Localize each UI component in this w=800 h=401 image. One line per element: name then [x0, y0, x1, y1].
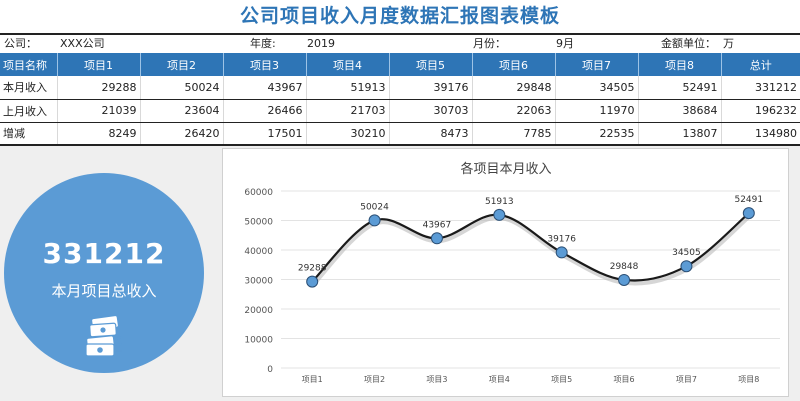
table-cell[interactable]: 26466 [222, 99, 306, 123]
table-cell[interactable]: 39176 [388, 76, 472, 100]
table-cell[interactable]: 29288 [56, 76, 140, 100]
col-header-project-2: 项目2 [139, 53, 223, 76]
data-point [306, 275, 319, 288]
col-header-name: 项目名称 [0, 53, 57, 76]
col-header-project-5: 项目5 [388, 53, 472, 76]
table-row-change: 增减 8249 26420 17501 30210 8473 7785 2253… [0, 122, 800, 146]
revenue-chart: 各项目本月收入 0 10000 20000 30000 40000 50000 60000 项目… [222, 148, 789, 397]
table-row-last-month: 上月收入 21039 23604 26466 21703 30703 22063… [0, 99, 800, 123]
col-header-project-6: 项目6 [471, 53, 555, 76]
table-cell[interactable]: 38684 [637, 99, 721, 123]
data-point [430, 232, 443, 245]
unit-label: 金额单位： [661, 37, 716, 50]
y-tick-label: 10000 [244, 336, 273, 346]
col-header-project-3: 项目3 [222, 53, 306, 76]
unit-value[interactable]: 万 [723, 37, 734, 50]
total-revenue-value: 331212 [42, 237, 166, 270]
col-header-project-7: 项目7 [554, 53, 638, 76]
table-cell[interactable]: 17501 [222, 122, 306, 146]
data-label: 50024 [360, 202, 389, 212]
table-cell[interactable]: 30210 [305, 122, 389, 146]
row-label: 上月收入 [0, 99, 57, 123]
table-cell[interactable]: 43967 [222, 76, 306, 100]
table-cell-total[interactable]: 196232 [720, 99, 800, 123]
table-cell[interactable]: 21039 [56, 99, 140, 123]
data-point [368, 214, 381, 227]
table-cell[interactable]: 50024 [139, 76, 223, 100]
row-label: 增减 [0, 122, 57, 146]
table-cell[interactable]: 11970 [554, 99, 638, 123]
y-tick-label: 0 [267, 365, 273, 375]
data-point [493, 208, 506, 221]
data-label: 34505 [672, 248, 701, 258]
y-tick-label: 30000 [244, 277, 273, 287]
data-point [618, 273, 631, 286]
company-value[interactable]: XXX公司 [60, 37, 105, 50]
x-tick-label: 项目1 [302, 375, 323, 384]
table-header-row: 项目名称 项目1 项目2 项目3 项目4 项目5 项目6 项目7 项目8 总计 [0, 53, 800, 76]
x-tick-label: 项目2 [364, 375, 385, 384]
company-label: 公司： [4, 37, 37, 50]
col-header-total: 总计 [720, 53, 800, 76]
table-cell[interactable]: 8249 [56, 122, 140, 146]
col-header-project-8: 项目8 [637, 53, 721, 76]
table-cell-total[interactable]: 134980 [720, 122, 800, 146]
table-cell[interactable]: 52491 [637, 76, 721, 100]
x-tick-label: 项目5 [551, 375, 572, 384]
x-tick-label: 项目3 [426, 375, 447, 384]
data-point [555, 246, 568, 259]
total-revenue-label: 本月项目总收入 [51, 282, 157, 300]
y-tick-label: 50000 [244, 218, 273, 228]
total-revenue-circle: 331212 本月项目总收入 [4, 173, 204, 373]
table-cell[interactable]: 13807 [637, 122, 721, 146]
month-label: 月份： [473, 37, 506, 50]
table-cell[interactable]: 51913 [305, 76, 389, 100]
table-cell[interactable]: 30703 [388, 99, 472, 123]
x-tick-label: 项目6 [614, 375, 635, 384]
dashboard-panel: 331212 本月项目总收入 各项目本月收入 0 10000 20000 30000 40… [0, 146, 800, 401]
data-label: 29848 [610, 262, 639, 272]
x-tick-label: 项目7 [676, 375, 697, 384]
table-cell[interactable]: 29848 [471, 76, 555, 100]
data-label: 39176 [547, 234, 576, 244]
table-cell-total[interactable]: 331212 [720, 76, 800, 100]
col-header-project-4: 项目4 [305, 53, 389, 76]
table-row-current-month: 本月收入 29288 50024 43967 51913 39176 29848… [0, 76, 800, 100]
chart-title: 各项目本月收入 [460, 161, 551, 177]
y-tick-label: 20000 [244, 306, 273, 316]
table-cell[interactable]: 23604 [139, 99, 223, 123]
x-tick-label: 项目4 [489, 375, 510, 384]
line-chart-svg: 各项目本月收入 0 10000 20000 30000 40000 50000 60000 项目… [244, 161, 780, 384]
y-tick-label: 60000 [244, 188, 273, 198]
table-cell[interactable]: 22063 [471, 99, 555, 123]
table-cell[interactable]: 26420 [139, 122, 223, 146]
x-tick-label: 项目8 [738, 375, 759, 384]
table-cell[interactable]: 7785 [471, 122, 555, 146]
table-cell[interactable]: 22535 [554, 122, 638, 146]
revenue-table: 项目名称 项目1 项目2 项目3 项目4 项目5 项目6 项目7 项目8 总计 … [0, 53, 800, 146]
row-label: 本月收入 [0, 76, 57, 100]
data-point [742, 207, 755, 220]
data-label: 43967 [423, 220, 452, 230]
money-stack-icon [85, 315, 123, 357]
year-label: 年度: [250, 37, 276, 50]
month-value[interactable]: 9月 [556, 37, 574, 50]
data-label: 52491 [734, 195, 763, 205]
page-title: 公司项目收入月度数据汇报图表模板 [239, 5, 560, 27]
data-label: 29288 [298, 264, 327, 274]
y-tick-label: 40000 [244, 247, 273, 257]
table-cell[interactable]: 8473 [388, 122, 472, 146]
col-header-project-1: 项目1 [56, 53, 140, 76]
table-cell[interactable]: 34505 [554, 76, 638, 100]
data-label: 51913 [485, 197, 514, 207]
info-row: 公司： XXX公司 年度: 2019 月份： 9月 金额单位： 万 [0, 33, 800, 53]
year-value[interactable]: 2019 [307, 37, 335, 50]
table-cell[interactable]: 21703 [305, 99, 389, 123]
data-point [680, 260, 693, 273]
